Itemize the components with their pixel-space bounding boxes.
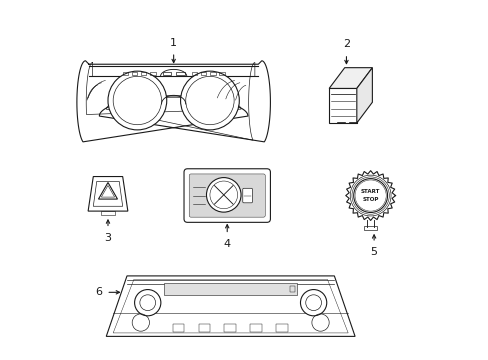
Bar — [250, 324, 261, 332]
Bar — [176, 72, 184, 75]
Bar — [289, 285, 295, 292]
Bar — [201, 72, 206, 75]
Text: 3: 3 — [104, 233, 111, 243]
Bar — [219, 72, 224, 75]
Circle shape — [180, 71, 239, 130]
Bar — [131, 72, 137, 75]
Bar — [122, 72, 128, 75]
Text: 4: 4 — [223, 239, 230, 249]
Bar — [141, 72, 146, 75]
Polygon shape — [328, 68, 371, 89]
FancyBboxPatch shape — [164, 283, 296, 295]
Text: STOP: STOP — [362, 197, 378, 202]
Text: START: START — [360, 189, 380, 194]
Bar — [163, 72, 170, 75]
Bar — [198, 324, 209, 332]
Bar — [210, 72, 215, 75]
Bar — [224, 324, 235, 332]
Bar — [191, 72, 197, 75]
FancyBboxPatch shape — [183, 169, 270, 222]
Circle shape — [300, 289, 326, 316]
Text: 6: 6 — [95, 287, 102, 297]
Bar — [150, 72, 155, 75]
FancyBboxPatch shape — [242, 188, 252, 203]
Circle shape — [134, 289, 161, 316]
Text: 2: 2 — [342, 39, 349, 49]
Polygon shape — [88, 176, 127, 211]
Polygon shape — [89, 66, 258, 76]
Polygon shape — [328, 89, 356, 123]
Bar — [172, 324, 183, 332]
Bar — [364, 226, 376, 230]
Polygon shape — [77, 61, 270, 142]
Text: 5: 5 — [370, 247, 377, 257]
Circle shape — [108, 71, 166, 130]
Bar — [276, 324, 287, 332]
Circle shape — [353, 179, 387, 212]
Polygon shape — [106, 276, 354, 336]
Polygon shape — [345, 171, 395, 220]
Polygon shape — [356, 68, 371, 123]
FancyBboxPatch shape — [189, 174, 264, 217]
Circle shape — [206, 177, 241, 212]
Text: 1: 1 — [170, 38, 177, 48]
